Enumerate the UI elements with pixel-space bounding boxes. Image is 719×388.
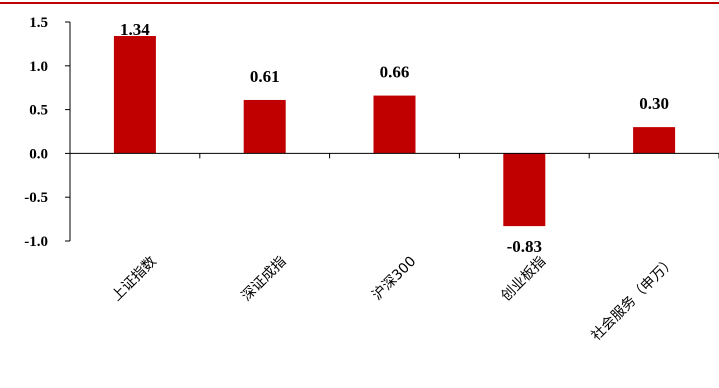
category-label: 沪深300 bbox=[369, 254, 419, 304]
bar bbox=[503, 153, 546, 227]
data-label: 0.61 bbox=[250, 67, 280, 86]
data-label: -0.83 bbox=[507, 237, 542, 256]
bar bbox=[633, 127, 676, 154]
bar bbox=[243, 99, 286, 154]
y-tick-label: 0.0 bbox=[29, 146, 48, 162]
y-axis: 1.5 1.0 0.5 0.0 -0.5 -1.0 bbox=[24, 15, 71, 250]
bar bbox=[113, 36, 156, 154]
category-label: 深证成指 bbox=[239, 254, 290, 305]
category-label: 上证指数 bbox=[109, 254, 160, 305]
bars bbox=[113, 36, 676, 227]
y-tick-label: 1.5 bbox=[29, 15, 48, 31]
y-tick-label: 1.0 bbox=[29, 59, 48, 75]
data-labels: 1.34 0.61 0.66 -0.83 0.30 bbox=[120, 20, 669, 256]
category-labels: 上证指数 深证成指 沪深300 创业板指 社会服务（申万） bbox=[109, 254, 679, 345]
category-label: 社会服务（申万） bbox=[588, 254, 679, 345]
y-tick-label: 0.5 bbox=[29, 103, 48, 119]
data-label: 0.66 bbox=[380, 63, 410, 82]
y-tick-label: -0.5 bbox=[24, 190, 48, 206]
category-label: 创业板指 bbox=[498, 254, 549, 305]
data-label: 0.30 bbox=[639, 94, 669, 113]
y-tick-label: -1.0 bbox=[24, 234, 48, 250]
bar bbox=[373, 95, 416, 154]
x-axis bbox=[69, 152, 719, 159]
data-label: 1.34 bbox=[120, 20, 150, 39]
